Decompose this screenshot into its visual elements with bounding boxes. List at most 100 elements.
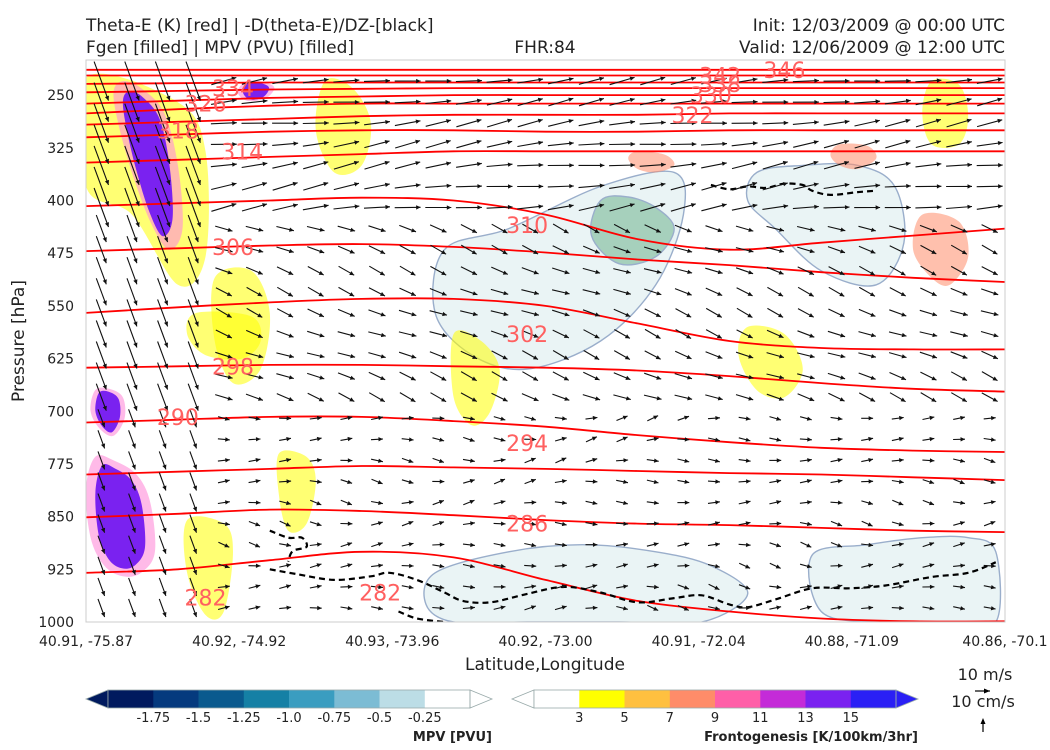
wind-vector-head [630,120,635,125]
wind-vector-head [166,116,171,122]
wind-vector-head [752,77,758,82]
theta-e-label-334: 334 [212,77,254,102]
wind-vector-head [415,161,421,166]
wind-vector-head [936,184,942,189]
wind-vector-head [898,584,904,589]
wind-vector-head [753,99,758,104]
colorbar-segment [289,690,335,708]
wind-vector-head [262,141,268,147]
wind-vector-head [875,99,881,104]
wind-vector-head [625,290,631,296]
colorbar-upper-extension [469,689,494,709]
wind-vector-head [534,290,539,295]
wind-vector-head [377,521,383,526]
wind-vector-head [684,521,690,526]
wind-vector-head [599,183,605,188]
wind-vector [157,341,169,369]
wind-vector-head [990,542,996,547]
colorbar-segment [334,690,381,708]
wind-vector-head [715,479,720,484]
wind-vector-head [439,479,445,484]
wind-vector-head [967,77,972,83]
wind-vector-head [288,248,294,254]
wind-vector-head [262,203,267,208]
wind-vector-head [349,397,355,402]
wind-vector-head [289,227,294,232]
wind-vector [185,61,201,101]
wind-vector-head [224,543,230,548]
wind-vector-head [194,342,199,348]
theta-e-label-310: 310 [506,214,548,239]
mpv-colorbar-title: MPV [PVU] [413,730,492,745]
wind-vector [187,341,199,369]
wind-vector-head [408,606,414,611]
wind-vector [157,383,169,411]
wind-vector-head [347,584,353,589]
wind-vector-head [990,521,996,526]
wind-vector-head [293,141,299,146]
wind-vector [187,214,199,243]
wind-vector-head [384,182,390,187]
wind-vector-head [319,375,325,380]
wind-vector-head [868,479,874,484]
wind-vector-head [807,437,812,442]
wind-vector-head [192,443,197,449]
wind-vector-head [285,522,291,527]
wind-vector-head [932,332,938,338]
wind-vector-head [537,118,543,123]
wind-vector-head [286,605,292,610]
wind-vector-head [656,396,662,401]
wind-vector-head [131,548,136,554]
wind-vector-head [102,405,107,411]
wind-vector-head [102,321,107,327]
wind-vector-head [323,182,329,187]
wind-vector-head [776,500,782,505]
wind-vector-head [104,158,109,164]
wind-vector-head [776,458,782,463]
wind-vector-head [990,606,996,611]
theta-e-label-302: 302 [506,323,548,348]
wind-vector-head [469,500,475,504]
wind-vector-head [747,334,753,338]
y-tick-label: 700 [47,404,74,420]
wind-vector [126,383,138,411]
wind-vector [126,341,138,369]
wind-vector-head [192,464,197,470]
wind-vector-head [654,584,659,590]
wind-vector-head [470,416,475,421]
wind-vector-head [533,249,539,254]
wind-vector-head [225,437,230,442]
wind-vector-head [683,606,689,611]
wind-vector-head [502,376,508,381]
wind-vector-head [380,354,386,359]
wind-vector-head [837,605,843,610]
wind-vector-head [104,222,109,227]
wind-vector-head [656,291,662,296]
wind-vector-head [102,384,107,390]
wind-vector-head [748,227,754,232]
wind-vector-head [192,506,197,512]
wind-vector-head [563,376,569,381]
wind-vector-head [102,342,107,348]
colorbar-segment [805,690,852,708]
wind-vector-head [471,376,477,381]
wind-vector-head [318,397,324,402]
colorbar-frame [107,689,471,709]
frontogenesis-region [450,330,500,426]
wind-vector-head [377,542,383,547]
wind-vector-head [380,332,386,338]
wind-vector-head [623,606,628,611]
frontogenesis-region [628,151,675,173]
wind-vector-head [286,416,292,421]
wind-vector-head [380,376,386,380]
wind-vector-head [562,500,567,505]
wind-vector-head [319,227,325,232]
wind-vector-head [477,205,482,210]
wind-vector-head [533,376,538,381]
wind-vector-head [931,271,937,276]
colorbar-tick-label: 15 [843,711,860,726]
wind-vector-head [776,437,782,442]
wind-vector-head [196,95,201,101]
wind-vector-head [721,161,727,166]
